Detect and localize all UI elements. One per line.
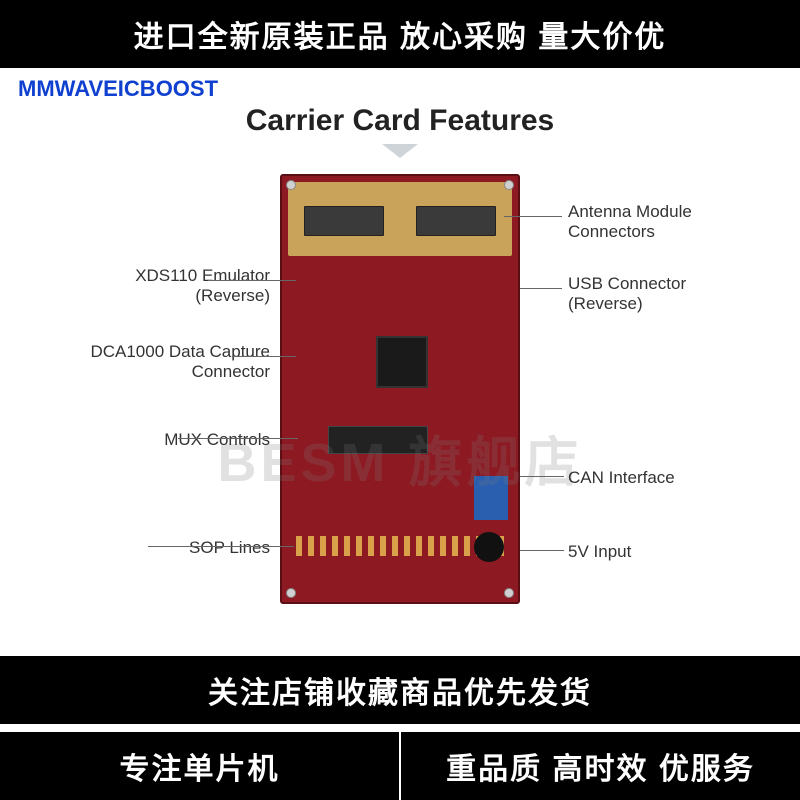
standoff-icon — [504, 588, 514, 598]
main-chip — [376, 336, 428, 388]
sop-header-pins — [296, 536, 504, 556]
standoff-icon — [286, 588, 296, 598]
callout-line — [520, 550, 564, 551]
callout-line — [178, 438, 298, 439]
power-jack — [474, 532, 504, 562]
callout-line — [520, 288, 562, 289]
standoff-icon — [286, 180, 296, 190]
standoff-icon — [504, 180, 514, 190]
callout-label: CAN Interface — [568, 468, 778, 488]
top-banner: 进口全新原装正品 放心采购 量大价优 — [0, 0, 800, 68]
antenna-connector-left — [304, 206, 384, 236]
callout-line — [504, 216, 562, 217]
pcb-board — [280, 174, 520, 604]
callout-line — [148, 546, 294, 547]
callout-label: MUX Controls — [40, 430, 270, 450]
mux-chip — [328, 426, 428, 454]
bottom-split-banner: 专注单片机 重品质 高时效 优服务 — [0, 732, 800, 800]
bottom-banner-left: 专注单片机 — [0, 732, 401, 800]
callout-label: 5V Input — [568, 542, 778, 562]
callout-label: SOP Lines — [40, 538, 270, 558]
callout-label: Antenna ModuleConnectors — [568, 202, 778, 243]
mid-banner: 关注店铺收藏商品优先发货 — [0, 656, 800, 724]
callout-line — [208, 280, 296, 281]
antenna-connector-right — [416, 206, 496, 236]
bottom-banners: 关注店铺收藏商品优先发货 专注单片机 重品质 高时效 优服务 — [0, 656, 800, 800]
diagram-title: Carrier Card Features — [0, 104, 800, 138]
callout-label: USB Connector(Reverse) — [568, 274, 778, 315]
product-code: MMWAVEICBOOST — [0, 68, 800, 102]
bottom-banner-right: 重品质 高时效 优服务 — [401, 732, 800, 800]
callout-line — [520, 476, 564, 477]
can-terminal-block — [474, 476, 508, 520]
pointer-triangle — [382, 144, 418, 158]
callout-label: DCA1000 Data CaptureConnector — [40, 342, 270, 383]
diagram-area: BESM 旗舰店 XDS110 Emulator(Reverse)DCA1000… — [0, 158, 800, 628]
callout-label: XDS110 Emulator(Reverse) — [40, 266, 270, 307]
callout-line — [232, 356, 296, 357]
